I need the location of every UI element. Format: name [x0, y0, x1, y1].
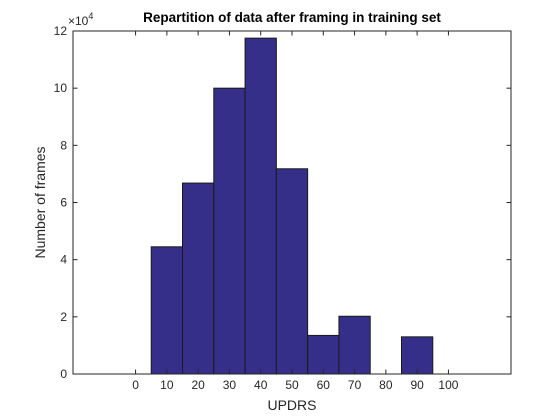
x-tick-label-8: 80: [379, 378, 393, 392]
x-tick-label-9: 90: [410, 378, 424, 392]
y-tick-label-6: 12: [54, 24, 68, 38]
y-tick-label-2: 4: [60, 253, 67, 267]
histogram-bar-6: [338, 315, 371, 375]
y-axis-label: Number of frames: [32, 146, 48, 258]
histogram-bar-5: [307, 334, 340, 375]
x-tick-label-6: 60: [317, 378, 331, 392]
x-tick-label-5: 50: [285, 378, 299, 392]
y-tick-label-0: 0: [60, 367, 67, 381]
x-tick-label-2: 20: [191, 378, 205, 392]
x-tick-label-4: 40: [254, 378, 268, 392]
x-axis-label: UPDRS: [267, 397, 316, 413]
histogram-bar-2: [213, 87, 246, 375]
chart-title: Repartition of data after framing in tra…: [143, 10, 441, 25]
x-tick-label-10: 100: [438, 378, 458, 392]
histogram-bar-8: [401, 336, 434, 375]
bars: [150, 37, 434, 375]
x-tick-label-1: 10: [160, 378, 174, 392]
histogram-bar-0: [150, 246, 183, 375]
y-tick-label-1: 2: [60, 310, 67, 324]
y-axis-exponent-base: ×10: [68, 14, 89, 28]
y-axis-exponent-power: 4: [88, 11, 93, 21]
y-tick-label-4: 8: [60, 138, 67, 152]
histogram-bar-4: [275, 168, 309, 375]
x-tick-label-3: 30: [223, 378, 237, 392]
ticks: 0 10 20 30 40 50 60 70 80 90 100 0 2 4 6 8 10 12: [54, 24, 511, 392]
histogram-bar-1: [182, 182, 215, 375]
x-tick-label-7: 70: [348, 378, 362, 392]
x-tick-label-0: 0: [132, 378, 139, 392]
y-tick-label-3: 6: [60, 196, 67, 210]
y-tick-label-5: 10: [54, 81, 68, 95]
histogram-bar-3: [244, 37, 277, 375]
axis-frame: [72, 30, 512, 375]
y-axis-exponent: ×104: [68, 11, 93, 28]
